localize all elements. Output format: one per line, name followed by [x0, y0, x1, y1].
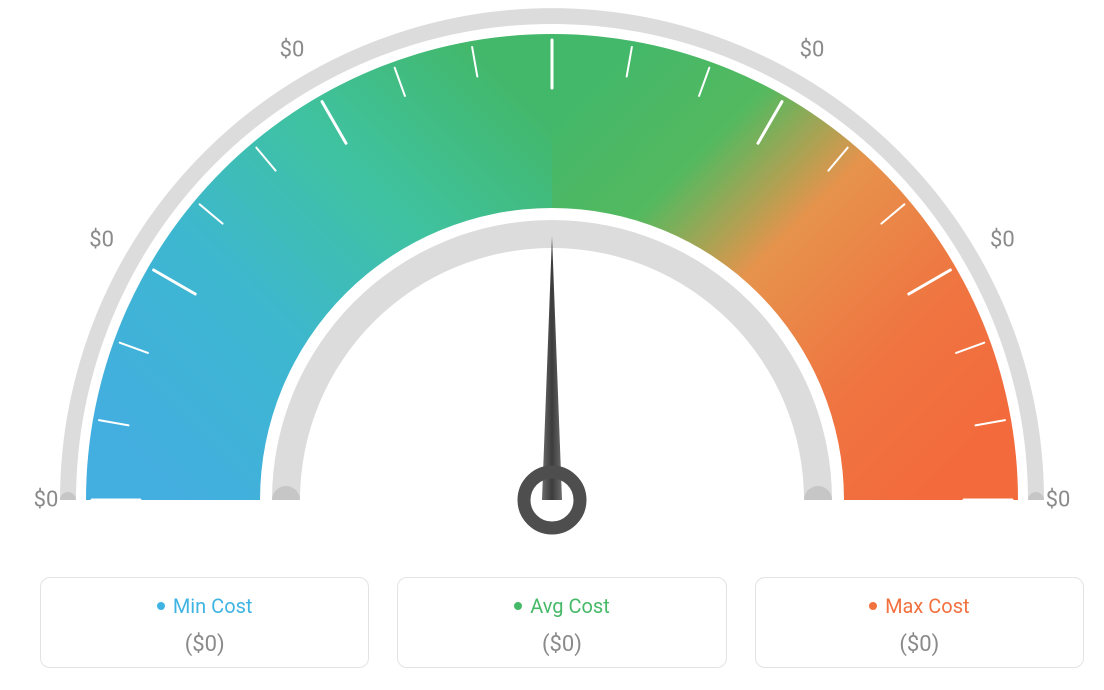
legend-card-avg: Avg Cost ($0)	[397, 577, 726, 668]
legend-dot-min	[157, 602, 165, 610]
legend-label-max: Max Cost	[885, 594, 970, 618]
legend-row: Min Cost ($0) Avg Cost ($0) Max Cost ($0…	[40, 577, 1084, 668]
legend-dot-avg	[514, 602, 522, 610]
legend-label-min: Min Cost	[173, 594, 253, 618]
legend-label-avg: Avg Cost	[530, 594, 610, 618]
gauge-scale-label: $0	[1046, 488, 1071, 513]
gauge-scale-label: $0	[34, 488, 59, 513]
legend-card-max: Max Cost ($0)	[755, 577, 1084, 668]
gauge-scale-label: $0	[89, 228, 114, 253]
legend-card-min: Min Cost ($0)	[40, 577, 369, 668]
gauge-scale-label: $0	[280, 37, 305, 62]
legend-value-max: ($0)	[766, 632, 1073, 657]
legend-title-max: Max Cost	[869, 594, 970, 618]
legend-value-avg: ($0)	[408, 632, 715, 657]
gauge-svg	[0, 0, 1104, 560]
gauge-container: $0$0$0$0$0$0$0	[0, 0, 1104, 540]
gauge-scale-label: $0	[800, 37, 825, 62]
legend-dot-max	[869, 602, 877, 610]
legend-title-avg: Avg Cost	[514, 594, 610, 618]
gauge-scale-label: $0	[990, 228, 1015, 253]
legend-title-min: Min Cost	[157, 594, 253, 618]
legend-value-min: ($0)	[51, 632, 358, 657]
